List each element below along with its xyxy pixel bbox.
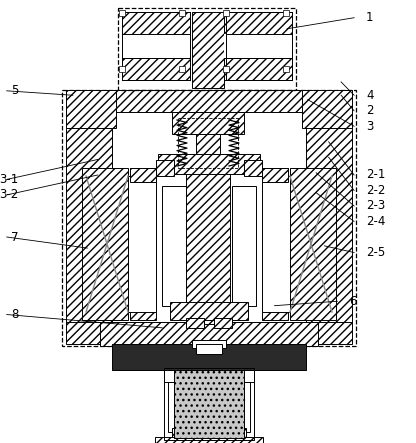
Bar xyxy=(168,382,174,432)
Bar xyxy=(196,440,222,442)
Bar xyxy=(192,12,224,88)
Text: 8: 8 xyxy=(11,308,19,321)
Bar xyxy=(224,58,292,80)
Bar xyxy=(112,344,306,370)
Bar xyxy=(156,160,174,176)
Bar xyxy=(223,66,229,72)
Text: 2-4: 2-4 xyxy=(366,215,386,228)
Bar xyxy=(283,66,289,72)
Bar xyxy=(283,10,289,16)
Bar xyxy=(82,168,128,320)
Text: 1: 1 xyxy=(366,11,374,24)
Bar xyxy=(62,90,356,346)
Text: 2-1: 2-1 xyxy=(366,168,386,182)
Bar xyxy=(66,322,352,344)
Bar xyxy=(164,368,254,440)
Text: 3: 3 xyxy=(366,120,374,133)
Bar xyxy=(118,8,296,90)
Bar xyxy=(244,382,250,432)
Bar xyxy=(174,370,244,438)
Bar xyxy=(262,168,288,182)
Bar xyxy=(244,160,262,176)
Bar xyxy=(178,118,238,168)
Bar xyxy=(232,186,256,306)
Text: 5: 5 xyxy=(11,84,19,97)
Bar xyxy=(130,168,156,182)
Bar xyxy=(290,168,336,320)
Text: 3-1: 3-1 xyxy=(0,173,19,186)
Bar xyxy=(192,340,226,348)
Bar xyxy=(128,176,156,312)
Text: 2-3: 2-3 xyxy=(366,199,385,213)
Bar xyxy=(130,168,156,320)
Text: 7: 7 xyxy=(11,230,19,244)
Text: 2: 2 xyxy=(366,104,374,117)
Text: 6: 6 xyxy=(349,295,357,308)
Text: 2-5: 2-5 xyxy=(366,246,385,259)
Bar xyxy=(214,318,232,328)
Bar xyxy=(158,154,260,174)
Bar xyxy=(223,10,229,16)
Text: 4: 4 xyxy=(366,89,374,102)
Bar xyxy=(186,318,204,328)
Bar xyxy=(66,128,112,326)
Bar xyxy=(196,344,222,354)
Bar xyxy=(122,58,190,80)
Bar xyxy=(172,112,244,134)
Bar xyxy=(162,186,186,306)
Bar xyxy=(119,10,125,16)
Bar xyxy=(155,437,263,443)
Bar xyxy=(262,176,290,312)
Text: 3-2: 3-2 xyxy=(0,188,19,202)
Bar xyxy=(224,34,292,58)
Bar xyxy=(100,322,318,346)
Bar xyxy=(119,66,125,72)
Bar xyxy=(122,34,190,58)
Bar xyxy=(66,90,352,112)
Bar xyxy=(224,12,292,34)
Bar xyxy=(172,428,246,440)
Bar xyxy=(66,90,116,128)
Bar xyxy=(122,12,190,34)
Text: 2-2: 2-2 xyxy=(366,184,386,197)
Bar xyxy=(306,128,352,326)
Bar xyxy=(179,66,185,72)
Bar xyxy=(164,370,254,382)
Bar xyxy=(186,154,230,324)
Bar xyxy=(170,302,248,320)
Bar xyxy=(302,90,352,128)
Bar xyxy=(179,10,185,16)
Bar xyxy=(262,168,288,320)
Bar xyxy=(196,134,220,154)
